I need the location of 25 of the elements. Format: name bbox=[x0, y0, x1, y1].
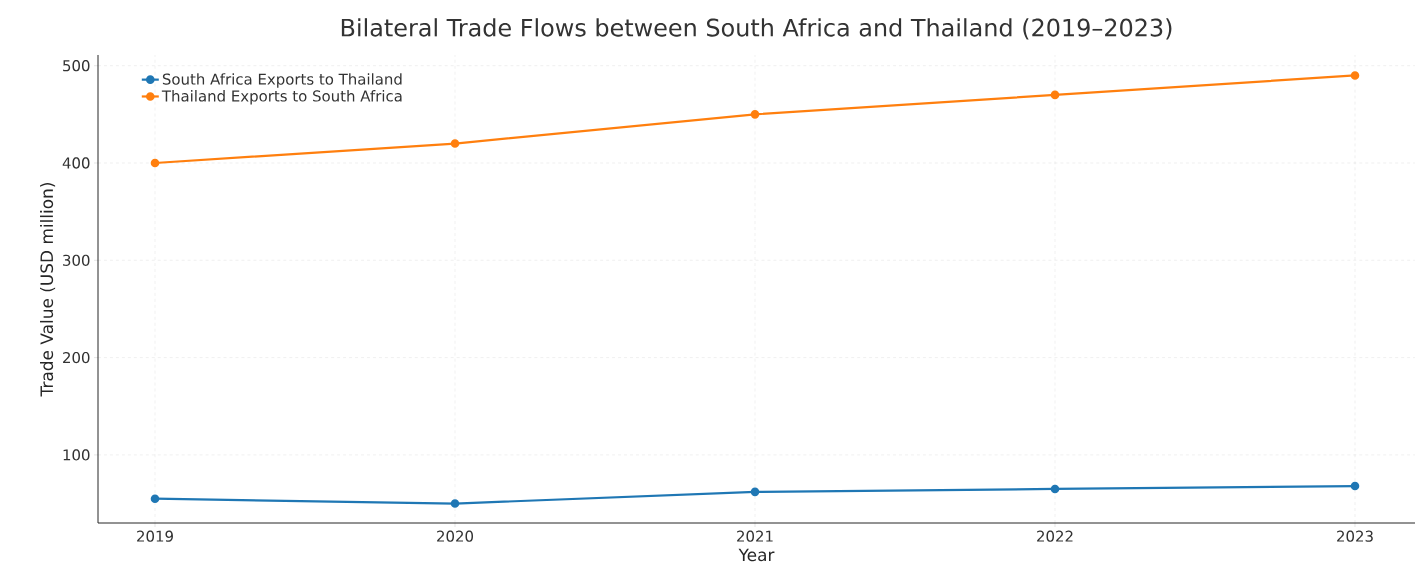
chart-title: Bilateral Trade Flows between South Africa and Thailand (2019–2023) bbox=[341, 18, 1172, 40]
x-tick-label: 2021 bbox=[737, 530, 773, 542]
point bbox=[450, 139, 460, 148]
point bbox=[1350, 71, 1360, 80]
point bbox=[450, 499, 460, 508]
point bbox=[750, 110, 760, 119]
point bbox=[1050, 90, 1060, 100]
y-tick-label: 200 bbox=[63, 351, 90, 364]
y-tick-label: 500 bbox=[63, 60, 90, 72]
x-tick-label: 2020 bbox=[437, 530, 474, 542]
point bbox=[150, 494, 160, 503]
x-axis-title: Year bbox=[738, 548, 775, 562]
legend-label: South Africa Exports to Thailand bbox=[162, 73, 402, 88]
point bbox=[1050, 484, 1060, 494]
y-tick-label: 100 bbox=[63, 449, 90, 461]
point bbox=[1350, 481, 1360, 491]
x-tick-label: 2023 bbox=[1337, 530, 1373, 542]
point bbox=[150, 158, 160, 168]
y-tick-label: 400 bbox=[62, 157, 90, 169]
x-tick-label: 2019 bbox=[137, 530, 173, 542]
point bbox=[750, 487, 760, 497]
x-tick-label: 2022 bbox=[1037, 530, 1073, 542]
y-axis-title: Trade Value (USD million) bbox=[40, 183, 56, 397]
y-tick-label: 300 bbox=[63, 254, 90, 266]
legend-label: Thailand Exports to South Africa bbox=[161, 90, 402, 105]
